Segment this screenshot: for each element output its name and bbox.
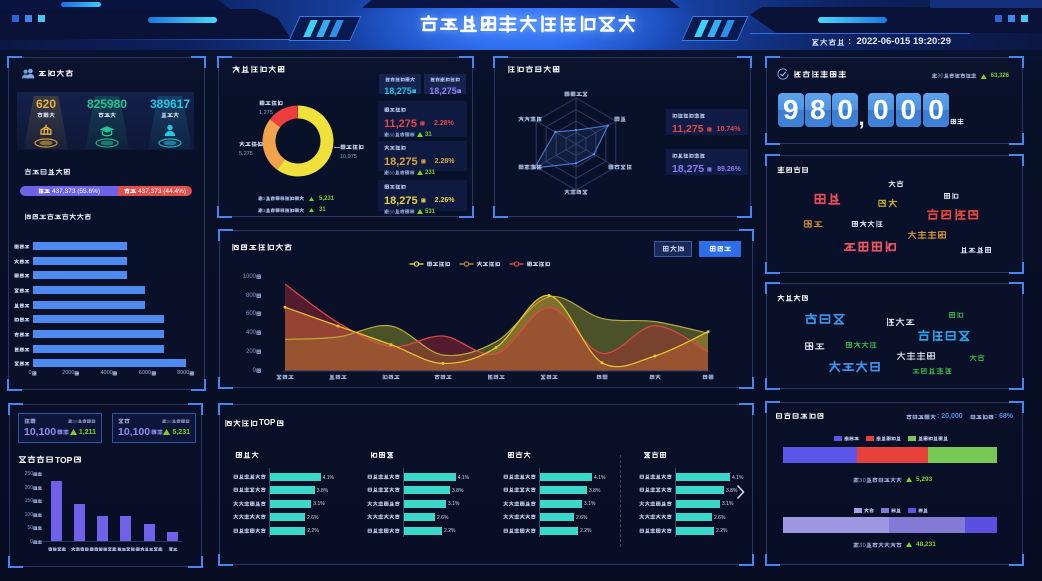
svg-text:0: 0 xyxy=(392,171,395,176)
svg-text:3: 3 xyxy=(389,171,392,176)
svg-text:0: 0 xyxy=(169,419,172,423)
svg-text:3: 3 xyxy=(263,208,266,213)
svg-text:0: 0 xyxy=(75,419,78,423)
svg-text:3: 3 xyxy=(167,419,170,423)
svg-text:3: 3 xyxy=(859,478,862,483)
svg-text:0: 0 xyxy=(863,543,866,548)
svg-text:3: 3 xyxy=(73,419,76,423)
svg-text:3: 3 xyxy=(859,543,862,548)
svg-text:3: 3 xyxy=(937,74,940,79)
svg-text:0: 0 xyxy=(863,478,866,483)
svg-text:3: 3 xyxy=(389,210,392,215)
svg-text:0: 0 xyxy=(392,133,395,138)
svg-text:3: 3 xyxy=(389,133,392,138)
svg-text:2: 2 xyxy=(263,196,266,201)
svg-text:0: 0 xyxy=(941,74,944,79)
svg-text:0: 0 xyxy=(392,210,395,215)
